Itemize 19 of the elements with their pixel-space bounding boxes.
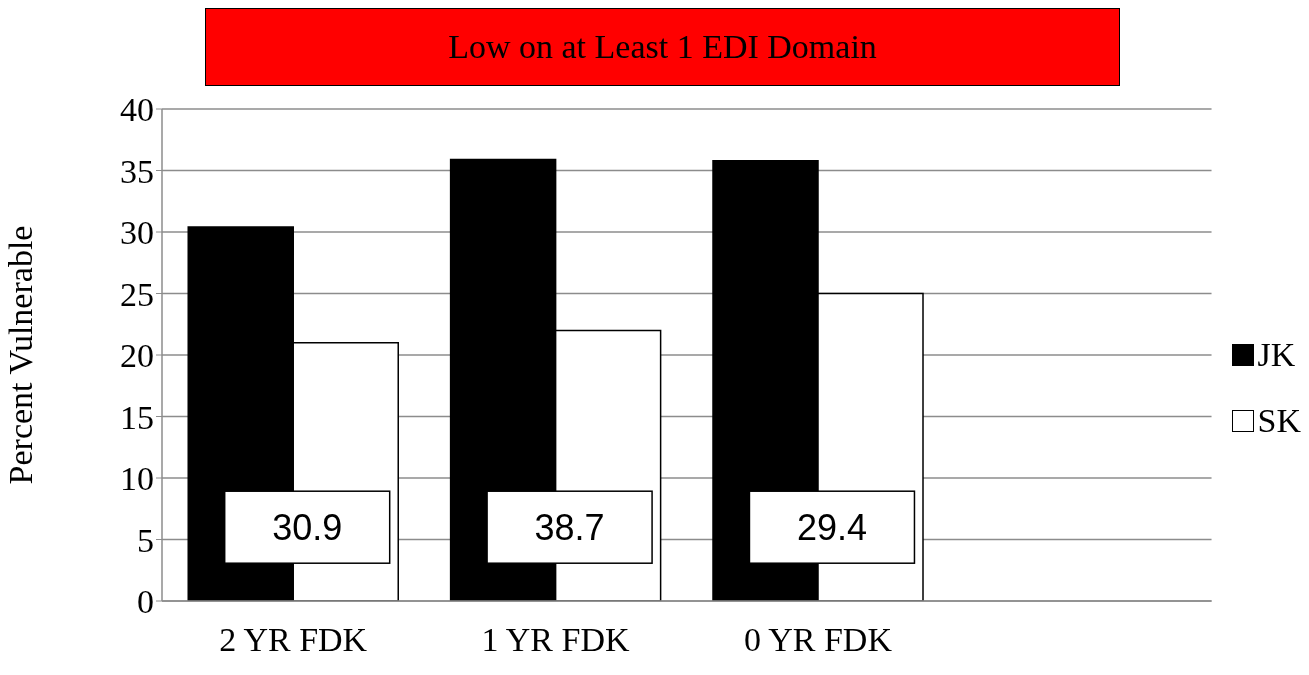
y-tick-label: 30 <box>120 214 154 252</box>
y-tick-label: 15 <box>120 398 154 436</box>
y-axis-title: Percent Vulnerable <box>2 225 40 485</box>
y-tick-label: 25 <box>120 275 154 313</box>
annotation: 29.4 <box>796 507 867 549</box>
legend-label: JK <box>1257 336 1296 374</box>
legend-label: SK <box>1257 402 1301 440</box>
y-tick-label: 10 <box>120 460 154 498</box>
y-tick-label: 5 <box>137 521 154 559</box>
y-tick-label: 35 <box>120 152 154 190</box>
x-tick-label: 0 YR FDK <box>743 621 893 659</box>
chart-title: Low on at Least 1 EDI Domain <box>205 8 1120 86</box>
y-tick-label: 0 <box>137 583 154 621</box>
x-tick-label: 2 YR FDK <box>219 621 368 659</box>
annotation: 38.7 <box>534 507 605 549</box>
y-tick-label: 20 <box>120 337 154 375</box>
y-tick-label: 40 <box>120 91 154 129</box>
x-tick-label: 1 YR FDK <box>481 621 631 659</box>
annotation: 30.9 <box>272 507 343 549</box>
